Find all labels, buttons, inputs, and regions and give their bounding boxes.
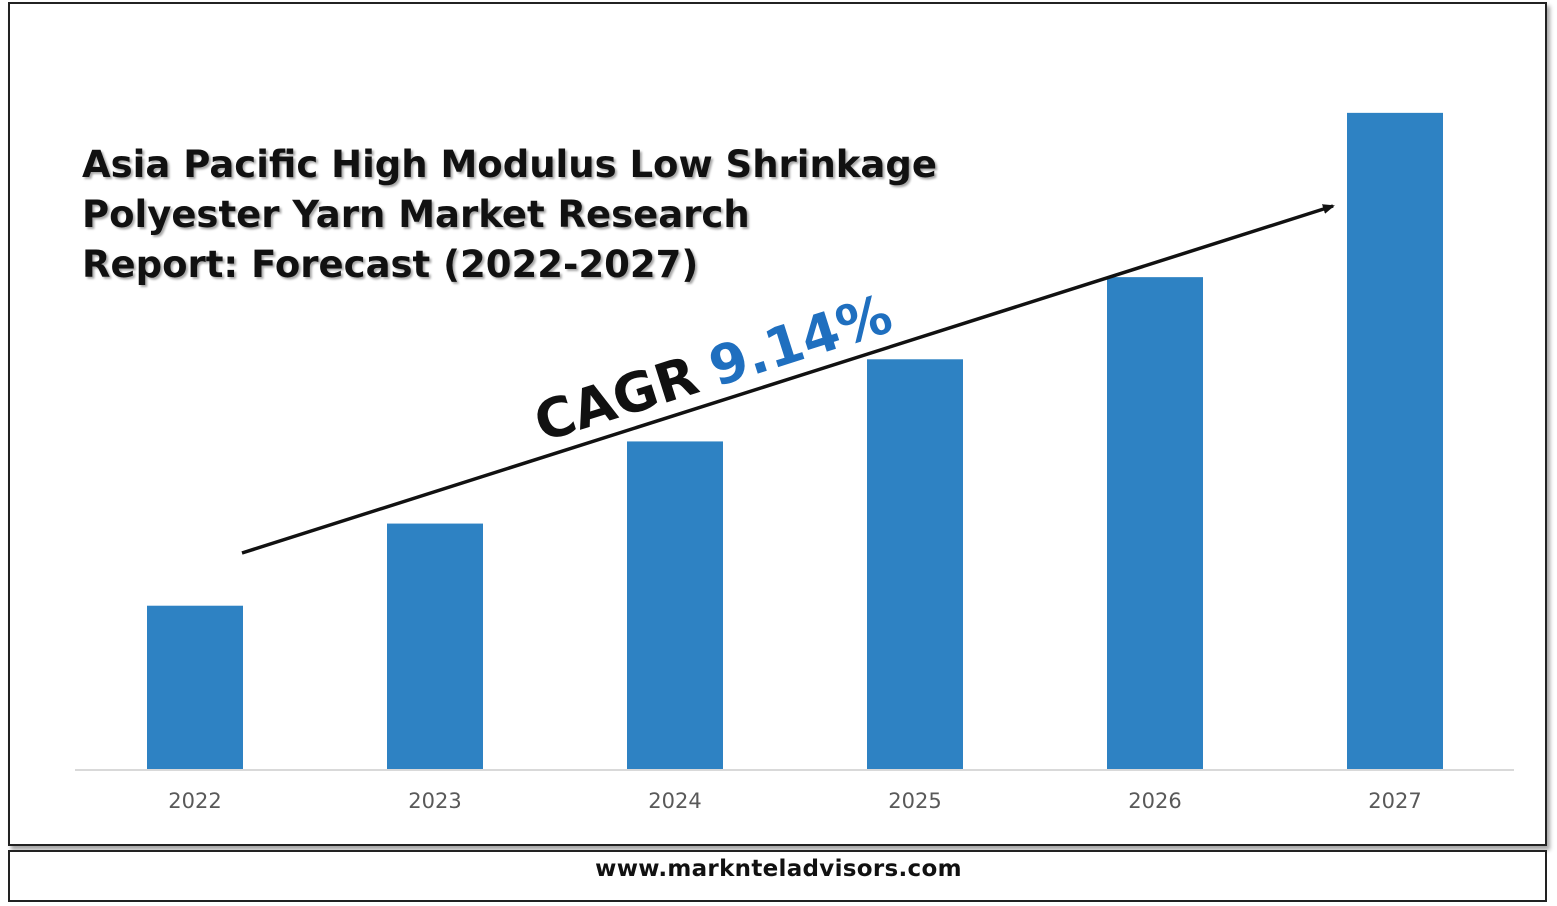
x-tick-label: 2024 <box>648 789 701 813</box>
x-tick-label: 2027 <box>1368 789 1421 813</box>
cagr-label-text: CAGR <box>527 344 706 455</box>
x-tick-label: 2026 <box>1128 789 1181 813</box>
title-line-2: Polyester Yarn Market Research <box>82 193 750 236</box>
bar-2022 <box>147 605 243 770</box>
footer-url: www.marknteladvisors.com <box>595 856 962 882</box>
bar-2027 <box>1347 112 1443 771</box>
bar-2024 <box>627 441 723 770</box>
cagr-label: CAGR9.14% <box>527 282 899 454</box>
bar-2023 <box>387 523 483 770</box>
x-tick-label: 2025 <box>888 789 941 813</box>
title-line-1: Asia Pacific High Modulus Low Shrinkage <box>82 143 937 186</box>
chart-title: Asia Pacific High Modulus Low Shrinkage … <box>82 140 937 290</box>
trend-arrow <box>241 204 1335 555</box>
cagr-annotation: CAGR9.14% <box>527 282 899 454</box>
bar-2025 <box>867 359 963 770</box>
x-axis-ticks: 2022 2023 2024 2025 2026 2027 <box>168 789 1421 813</box>
x-tick-label: 2022 <box>168 789 221 813</box>
bars-group <box>147 112 1443 771</box>
bar-2026 <box>1107 277 1203 770</box>
footer-bar <box>8 850 1547 902</box>
chart-frame <box>8 2 1547 846</box>
title-line-3: Report: Forecast (2022-2027) <box>82 243 699 286</box>
x-tick-label: 2023 <box>408 789 461 813</box>
